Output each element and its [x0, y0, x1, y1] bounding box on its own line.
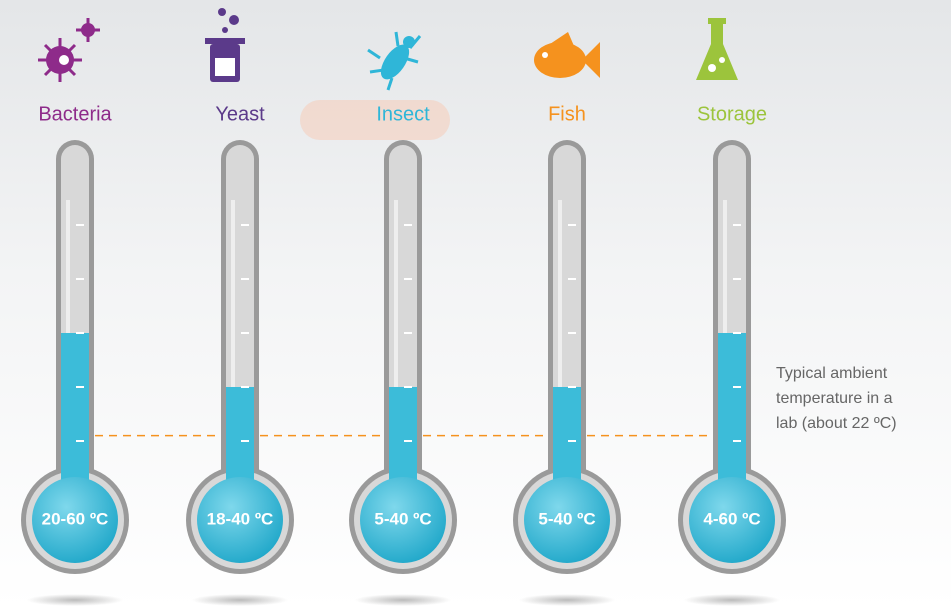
range-label: 18-40 ºC: [207, 509, 274, 528]
mercury: [61, 333, 89, 500]
reference-note: Typical ambient: [776, 365, 888, 382]
shadow: [684, 594, 780, 606]
shadow: [519, 594, 615, 606]
range-label: 20-60 ºC: [42, 509, 109, 528]
category-label: Bacteria: [38, 103, 112, 125]
category-label: Storage: [697, 103, 767, 125]
shadow: [27, 594, 123, 606]
range-label: 4-60 ºC: [703, 509, 760, 528]
range-label: 5-40 ºC: [538, 509, 595, 528]
mercury: [718, 333, 746, 500]
shadow: [355, 594, 451, 606]
infographic: Bacteria 20-60 ºC Yeast 18-40 ºC Insect 5-40 …: [0, 0, 951, 609]
reference-note: lab (about 22 ºC): [776, 415, 897, 432]
category-label: Fish: [548, 103, 586, 125]
category-label: Insect: [376, 103, 430, 125]
background: [0, 0, 951, 609]
shadow: [192, 594, 288, 606]
range-label: 5-40 ºC: [374, 509, 431, 528]
category-label: Yeast: [215, 103, 265, 125]
reference-note: temperature in a: [776, 390, 893, 407]
